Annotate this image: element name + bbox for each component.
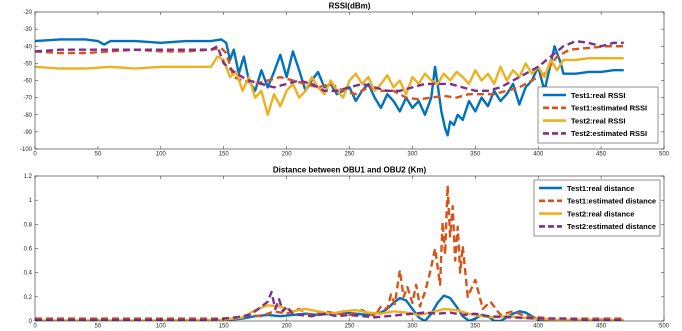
legend-entry-label: Test1:real RSSI — [571, 91, 625, 100]
legend: Test1:real RSSI Test1:estimated RSSI Test2… — [537, 86, 659, 144]
legend: Test1:real distance Test1:estimated dista… — [533, 179, 661, 237]
x-tick-label: 50 — [95, 152, 102, 158]
y-tick-label: -30 — [23, 27, 32, 33]
series-line-test2-real-rssi — [35, 55, 624, 116]
y-tick-label: 0.2 — [24, 295, 33, 301]
x-tick-label: 100 — [156, 152, 167, 158]
y-tick-label: 1.2 — [24, 174, 33, 180]
x-tick-label: 450 — [596, 152, 607, 158]
x-tick-label: 50 — [95, 324, 102, 330]
x-tick-label: 450 — [596, 324, 607, 330]
y-tick-label: -60 — [23, 79, 32, 85]
y-tick-label: -80 — [23, 113, 32, 119]
y-tick-label: 0 — [29, 319, 33, 325]
x-tick-label: 250 — [344, 152, 355, 158]
y-tick-label: 0.8 — [24, 222, 33, 228]
y-tick-label: 0.6 — [24, 247, 33, 253]
legend-entry-label: Test1:estimated RSSI — [571, 104, 647, 113]
legend-entry-label: Test2:real distance — [567, 209, 634, 218]
x-tick-label: 500 — [659, 324, 670, 330]
y-tick-label: 0.4 — [24, 271, 33, 277]
x-tick-label: 0 — [33, 152, 37, 158]
y-tick-label: -20 — [23, 10, 32, 16]
chart-distance: Distance between OBU1 and OBU2 (Km)0 50 10… — [24, 166, 670, 330]
x-tick-label: 200 — [282, 152, 293, 158]
y-tick-label: 1 — [29, 198, 33, 204]
y-tick-label: -50 — [23, 61, 32, 67]
series-line-test1-real-rssi — [35, 38, 624, 137]
y-tick-label: -40 — [23, 44, 32, 50]
y-tick-label: -90 — [23, 130, 32, 136]
chart-title: Distance between OBU1 and OBU2 (Km) — [273, 166, 427, 175]
x-tick-label: 200 — [282, 324, 293, 330]
x-tick-label: 400 — [533, 324, 544, 330]
series-line-test2-estimated-rssi — [35, 39, 624, 92]
x-tick-label: 300 — [407, 324, 418, 330]
legend-entry-label: Test2:real RSSI — [571, 116, 625, 125]
x-tick-label: 0 — [33, 324, 37, 330]
y-tick-label: -70 — [23, 96, 32, 102]
legend-entry-label: Test1:real distance — [567, 184, 634, 193]
x-tick-label: 350 — [470, 324, 481, 330]
chart-title: RSSI(dBm) — [329, 2, 371, 11]
x-tick-label: 150 — [219, 324, 230, 330]
x-tick-label: 150 — [219, 152, 230, 158]
x-tick-label: 100 — [156, 324, 167, 330]
legend-entry-label: Test1:estimated distance — [567, 197, 656, 206]
series-line-test2-estimated-distance — [35, 290, 624, 321]
x-tick-label: 300 — [407, 152, 418, 158]
legend-entry-label: Test2:estimated RSSI — [571, 129, 647, 138]
x-tick-label: 250 — [344, 324, 355, 330]
x-tick-label: 500 — [659, 152, 670, 158]
x-tick-label: 400 — [533, 152, 544, 158]
series-line-test1-real-distance — [35, 294, 624, 321]
chart-rssi: RSSI(dBm) 0 50 100 150 200 250 300 350 400 450 500 -… — [20, 2, 670, 158]
y-tick-label: -100 — [20, 147, 33, 153]
legend-entry-label: Test2:estimated distance — [567, 222, 656, 231]
x-tick-label: 350 — [470, 152, 481, 158]
legend-box — [533, 179, 661, 237]
